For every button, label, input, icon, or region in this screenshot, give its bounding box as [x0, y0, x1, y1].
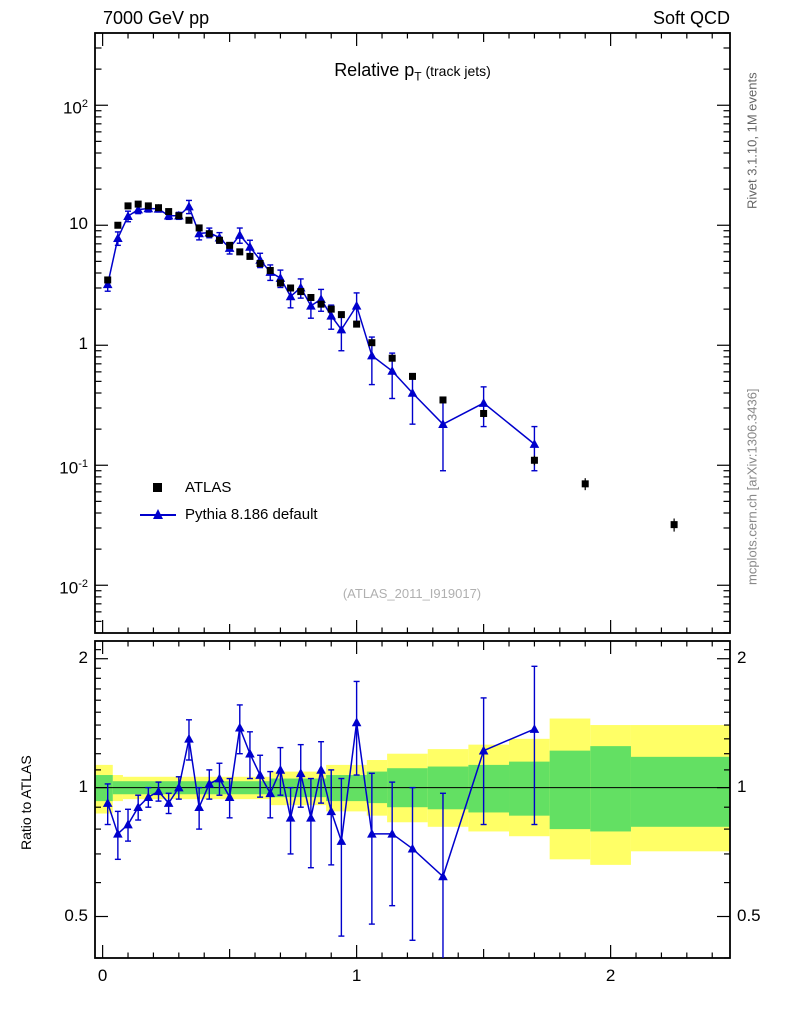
- y-main-tick-label: 10-1: [59, 458, 88, 478]
- atlas-point: [256, 259, 264, 267]
- atlas-point: [114, 221, 122, 229]
- legend-entry-atlas: ATLAS: [140, 474, 318, 501]
- atlas-point: [104, 276, 112, 284]
- main-panel-frame: [94, 32, 731, 634]
- atlas-series: [104, 200, 678, 532]
- y-ratio-tick-label-right: 1: [737, 776, 747, 796]
- pythia-triangle-marker-icon: [140, 506, 176, 524]
- atlas-point: [353, 320, 361, 328]
- atlas-point: [287, 284, 295, 292]
- ratio-axis-title: Ratio to ATLAS: [18, 755, 34, 850]
- y-main-tick-label: 10-2: [59, 578, 88, 598]
- uncertainty-bands: [95, 718, 730, 865]
- analysis-watermark: (ATLAS_2011_I919017): [342, 586, 482, 601]
- atlas-square-marker-icon: [140, 479, 176, 497]
- atlas-point: [246, 252, 254, 260]
- ratio-series: [102, 665, 540, 958]
- atlas-point: [670, 521, 678, 529]
- band-green-segment: [509, 761, 550, 816]
- axis-ticks: [95, 32, 730, 959]
- y-ratio-tick-label-left: 1: [78, 776, 88, 796]
- atlas-point: [530, 456, 538, 464]
- atlas-point: [195, 224, 203, 232]
- plot-title-sub: T: [414, 69, 422, 84]
- atlas-point: [439, 396, 447, 404]
- atlas-point: [205, 230, 213, 238]
- x-tick-label: 2: [605, 966, 616, 985]
- atlas-point: [185, 216, 193, 224]
- atlas-point: [155, 204, 162, 212]
- atlas-point: [409, 372, 416, 380]
- pythia-series: [102, 199, 540, 472]
- atlas-point: [215, 236, 223, 244]
- y-ratio-tick-label-left: 2: [78, 647, 88, 667]
- process-group-label: Soft QCD: [652, 8, 730, 28]
- legend-label-atlas: ATLAS: [185, 479, 232, 496]
- atlas-point: [226, 241, 234, 249]
- ratio-panel-frame: [94, 640, 731, 959]
- atlas-point: [317, 300, 325, 308]
- atlas-point: [134, 200, 142, 208]
- atlas-point: [175, 212, 183, 220]
- beam-label: 7000 GeV pp: [103, 8, 210, 28]
- band-green-segment: [549, 750, 591, 830]
- atlas-point: [581, 480, 589, 488]
- atlas-point: [276, 279, 284, 287]
- band-green-segment: [468, 764, 510, 813]
- pythia-line: [106, 205, 535, 445]
- y-ratio-tick-label-left: 0.5: [64, 905, 88, 925]
- atlas-point: [266, 266, 274, 274]
- y-ratio-tick-label-right: 2: [737, 647, 747, 667]
- y-main-tick-label: 1: [78, 334, 88, 354]
- atlas-point: [124, 202, 132, 210]
- legend-entry-pythia: Pythia 8.186 default: [140, 501, 318, 528]
- band-green-segment: [590, 746, 631, 832]
- plot-title-suffix: (track jets): [421, 63, 491, 79]
- y-main-tick-label: 102: [62, 98, 88, 118]
- mcplots-arxiv-note: mcplots.cern.ch [arXiv:1306.3436]: [744, 388, 760, 585]
- plot-title-main: Relative p: [334, 60, 415, 80]
- atlas-point: [236, 248, 244, 256]
- y-main-tick-label: 10: [69, 214, 88, 234]
- atlas-point: [165, 208, 173, 216]
- band-green-segment: [630, 756, 730, 827]
- plot-title: Relative pT (track jets): [95, 60, 730, 84]
- x-tick-label: 0: [97, 966, 108, 985]
- legend: ATLAS Pythia 8.186 default: [140, 474, 318, 528]
- atlas-point: [337, 311, 345, 319]
- atlas-point: [327, 305, 335, 313]
- atlas-point: [368, 339, 376, 347]
- atlas-point: [307, 293, 315, 301]
- x-tick-label: 1: [351, 966, 362, 985]
- y-ratio-tick-label-right: 0.5: [737, 905, 761, 925]
- atlas-point: [388, 354, 396, 362]
- atlas-point: [144, 202, 152, 210]
- atlas-point: [480, 409, 488, 417]
- atlas-point: [297, 288, 305, 296]
- rivet-version-note: Rivet 3.1.10, 1M events: [744, 72, 760, 209]
- legend-label-pythia: Pythia 8.186 default: [185, 506, 318, 523]
